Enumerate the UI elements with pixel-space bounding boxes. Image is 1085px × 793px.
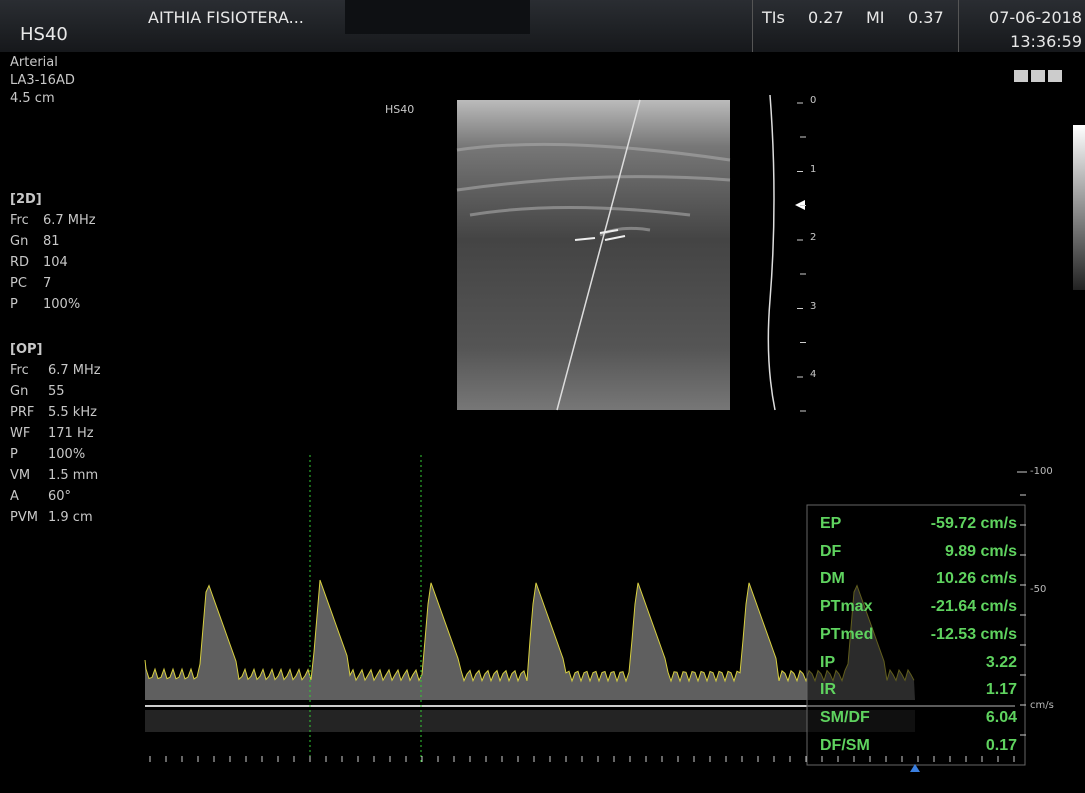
measure-name: DF/SM [820,737,870,755]
depth-label: 1 [810,164,816,175]
param-name: Frc [10,213,29,228]
param-name: PC [10,276,27,291]
date: 07-06-2018 [989,8,1082,27]
velocity-label: -100 [1030,466,1053,477]
param-value: 1.9 cm [48,510,93,525]
tgc-curve [768,95,775,410]
param-name: P [10,447,18,462]
measure-name: EP [820,515,841,533]
param-name: PVM [10,510,38,525]
velocity-label: cm/s [1030,700,1054,711]
param-name: WF [10,426,30,441]
param-value: 100% [43,297,80,312]
measure-name: DF [820,543,841,561]
measure-value: 6.04 [986,709,1017,727]
param-name: VM [10,468,30,483]
preset: Arterial [10,55,58,70]
measure-value: 10.26 cm/s [936,570,1017,588]
param-value: 81 [43,234,60,249]
measure-name: IR [820,681,836,699]
param-value: 6.7 MHz [48,363,101,378]
param-value: 5.5 kHz [48,405,97,420]
param-value: 1.5 mm [48,468,98,483]
mi: 0.37 [908,8,944,27]
param-value: 104 [43,255,68,270]
param-name: P [10,297,18,312]
mode-title: [OP] [10,342,42,357]
param-name: Frc [10,363,29,378]
ultrasound-screen: HS40 AITHIA FISIOTERA... TIs 0.27 MI 0.3… [0,0,1085,793]
depth-label: 2 [810,232,816,243]
measure-name: PTmax [820,598,872,616]
time: 13:36:59 [1010,32,1082,51]
velocity-label: -50 [1030,584,1046,595]
preset: 4.5 cm [10,91,55,106]
measure-value: -59.72 cm/s [931,515,1017,533]
icon [1031,70,1045,82]
measure-name: SM/DF [820,709,870,727]
measure-value: -12.53 cm/s [931,626,1017,644]
image-label: HS40 [385,103,414,116]
depth-label: 0 [810,95,816,106]
mode-title: [2D] [10,192,42,207]
icon [1048,70,1062,82]
measure-value: 3.22 [986,654,1017,672]
preset: LA3-16AD [10,73,75,88]
measure-value: 9.89 cm/s [945,543,1017,561]
tis: 0.27 [808,8,844,27]
param-name: Gn [10,234,28,249]
patient: AITHIA FISIOTERA... [148,8,304,27]
param-name: RD [10,255,29,270]
depth-label: 4 [810,369,816,380]
measure-name: PTmed [820,626,873,644]
param-value: 171 Hz [48,426,94,441]
graphics [0,0,1085,793]
param-value: 7 [43,276,51,291]
probe: HS40 [20,24,68,45]
measure-name: DM [820,570,845,588]
icon [1014,70,1028,82]
gray-bar [1073,125,1085,290]
measure-name: IP [820,654,835,672]
param-value: 60° [48,489,71,504]
measure-value: -21.64 cm/s [931,598,1017,616]
param-value: 6.7 MHz [43,213,96,228]
depth-label: 3 [810,301,816,312]
param-name: PRF [10,405,34,420]
doppler-noise [145,710,915,732]
measure-value: 1.17 [986,681,1017,699]
tis-label: TIs [762,8,785,27]
param-name: Gn [10,384,28,399]
param-value: 55 [48,384,65,399]
measure-value: 0.17 [986,737,1017,755]
param-name: A [10,489,19,504]
mi-label: MI [866,8,885,27]
param-value: 100% [48,447,85,462]
